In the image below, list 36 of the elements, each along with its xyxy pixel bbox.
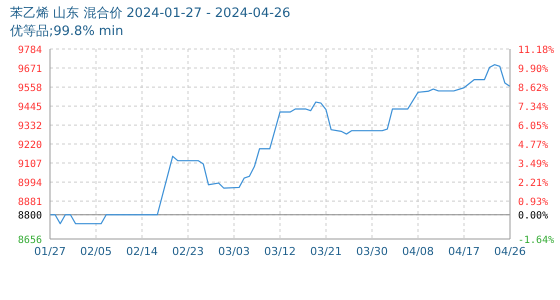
x-tick-label: 02/05 [80, 244, 112, 258]
y-tick-label: 8800 [18, 210, 42, 222]
x-tick-label: 01/27 [34, 244, 66, 258]
line-series [50, 64, 510, 224]
y-tick-label: 9107 [18, 159, 42, 170]
y-tick-label: 8994 [18, 178, 42, 190]
x-tick-label: 03/30 [356, 244, 388, 258]
y-tick-label: 9332 [18, 121, 42, 132]
y2-tick-label: -1.64% [518, 235, 554, 246]
y-tick-label: 9671 [18, 64, 42, 76]
y2-tick-label: 11.18% [518, 45, 554, 56]
x-tick-label: 04/17 [448, 244, 480, 258]
x-tick-label: 03/21 [310, 244, 342, 258]
y2-tick-label: 8.62% [518, 82, 548, 94]
x-tick-label: 04/08 [402, 244, 434, 258]
y-tick-label: 9558 [18, 83, 42, 94]
x-tick-label: 02/23 [172, 244, 204, 258]
x-tick-label: 02/14 [126, 244, 158, 258]
x-tick-label: 03/03 [218, 244, 250, 258]
x-tick-label: 03/12 [264, 244, 296, 258]
y-tick-label: 9220 [18, 140, 42, 151]
y-tick-label: 8656 [18, 235, 42, 246]
y2-tick-label: 3.49% [518, 158, 548, 170]
y-tick-label: 8881 [18, 197, 42, 208]
y2-tick-label: 0.93% [518, 196, 548, 208]
chart-title: 苯乙烯 山东 混合价 2024-01-27 - 2024-04-26 [10, 5, 290, 22]
y2-tick-label: 4.77% [518, 140, 548, 151]
y2-tick-label: 2.21% [518, 178, 548, 189]
y2-tick-label: 9.90% [518, 64, 548, 75]
y2-tick-label: 0.00% [518, 210, 548, 222]
x-tick-label: 04/26 [494, 244, 526, 258]
y-tick-label: 9784 [18, 45, 42, 56]
y2-tick-label: 6.05% [518, 121, 548, 132]
y2-tick-label: 7.34% [518, 102, 548, 113]
y-tick-label: 9445 [18, 102, 42, 114]
chart-subtitle: 优等品;99.8% min [10, 23, 124, 40]
